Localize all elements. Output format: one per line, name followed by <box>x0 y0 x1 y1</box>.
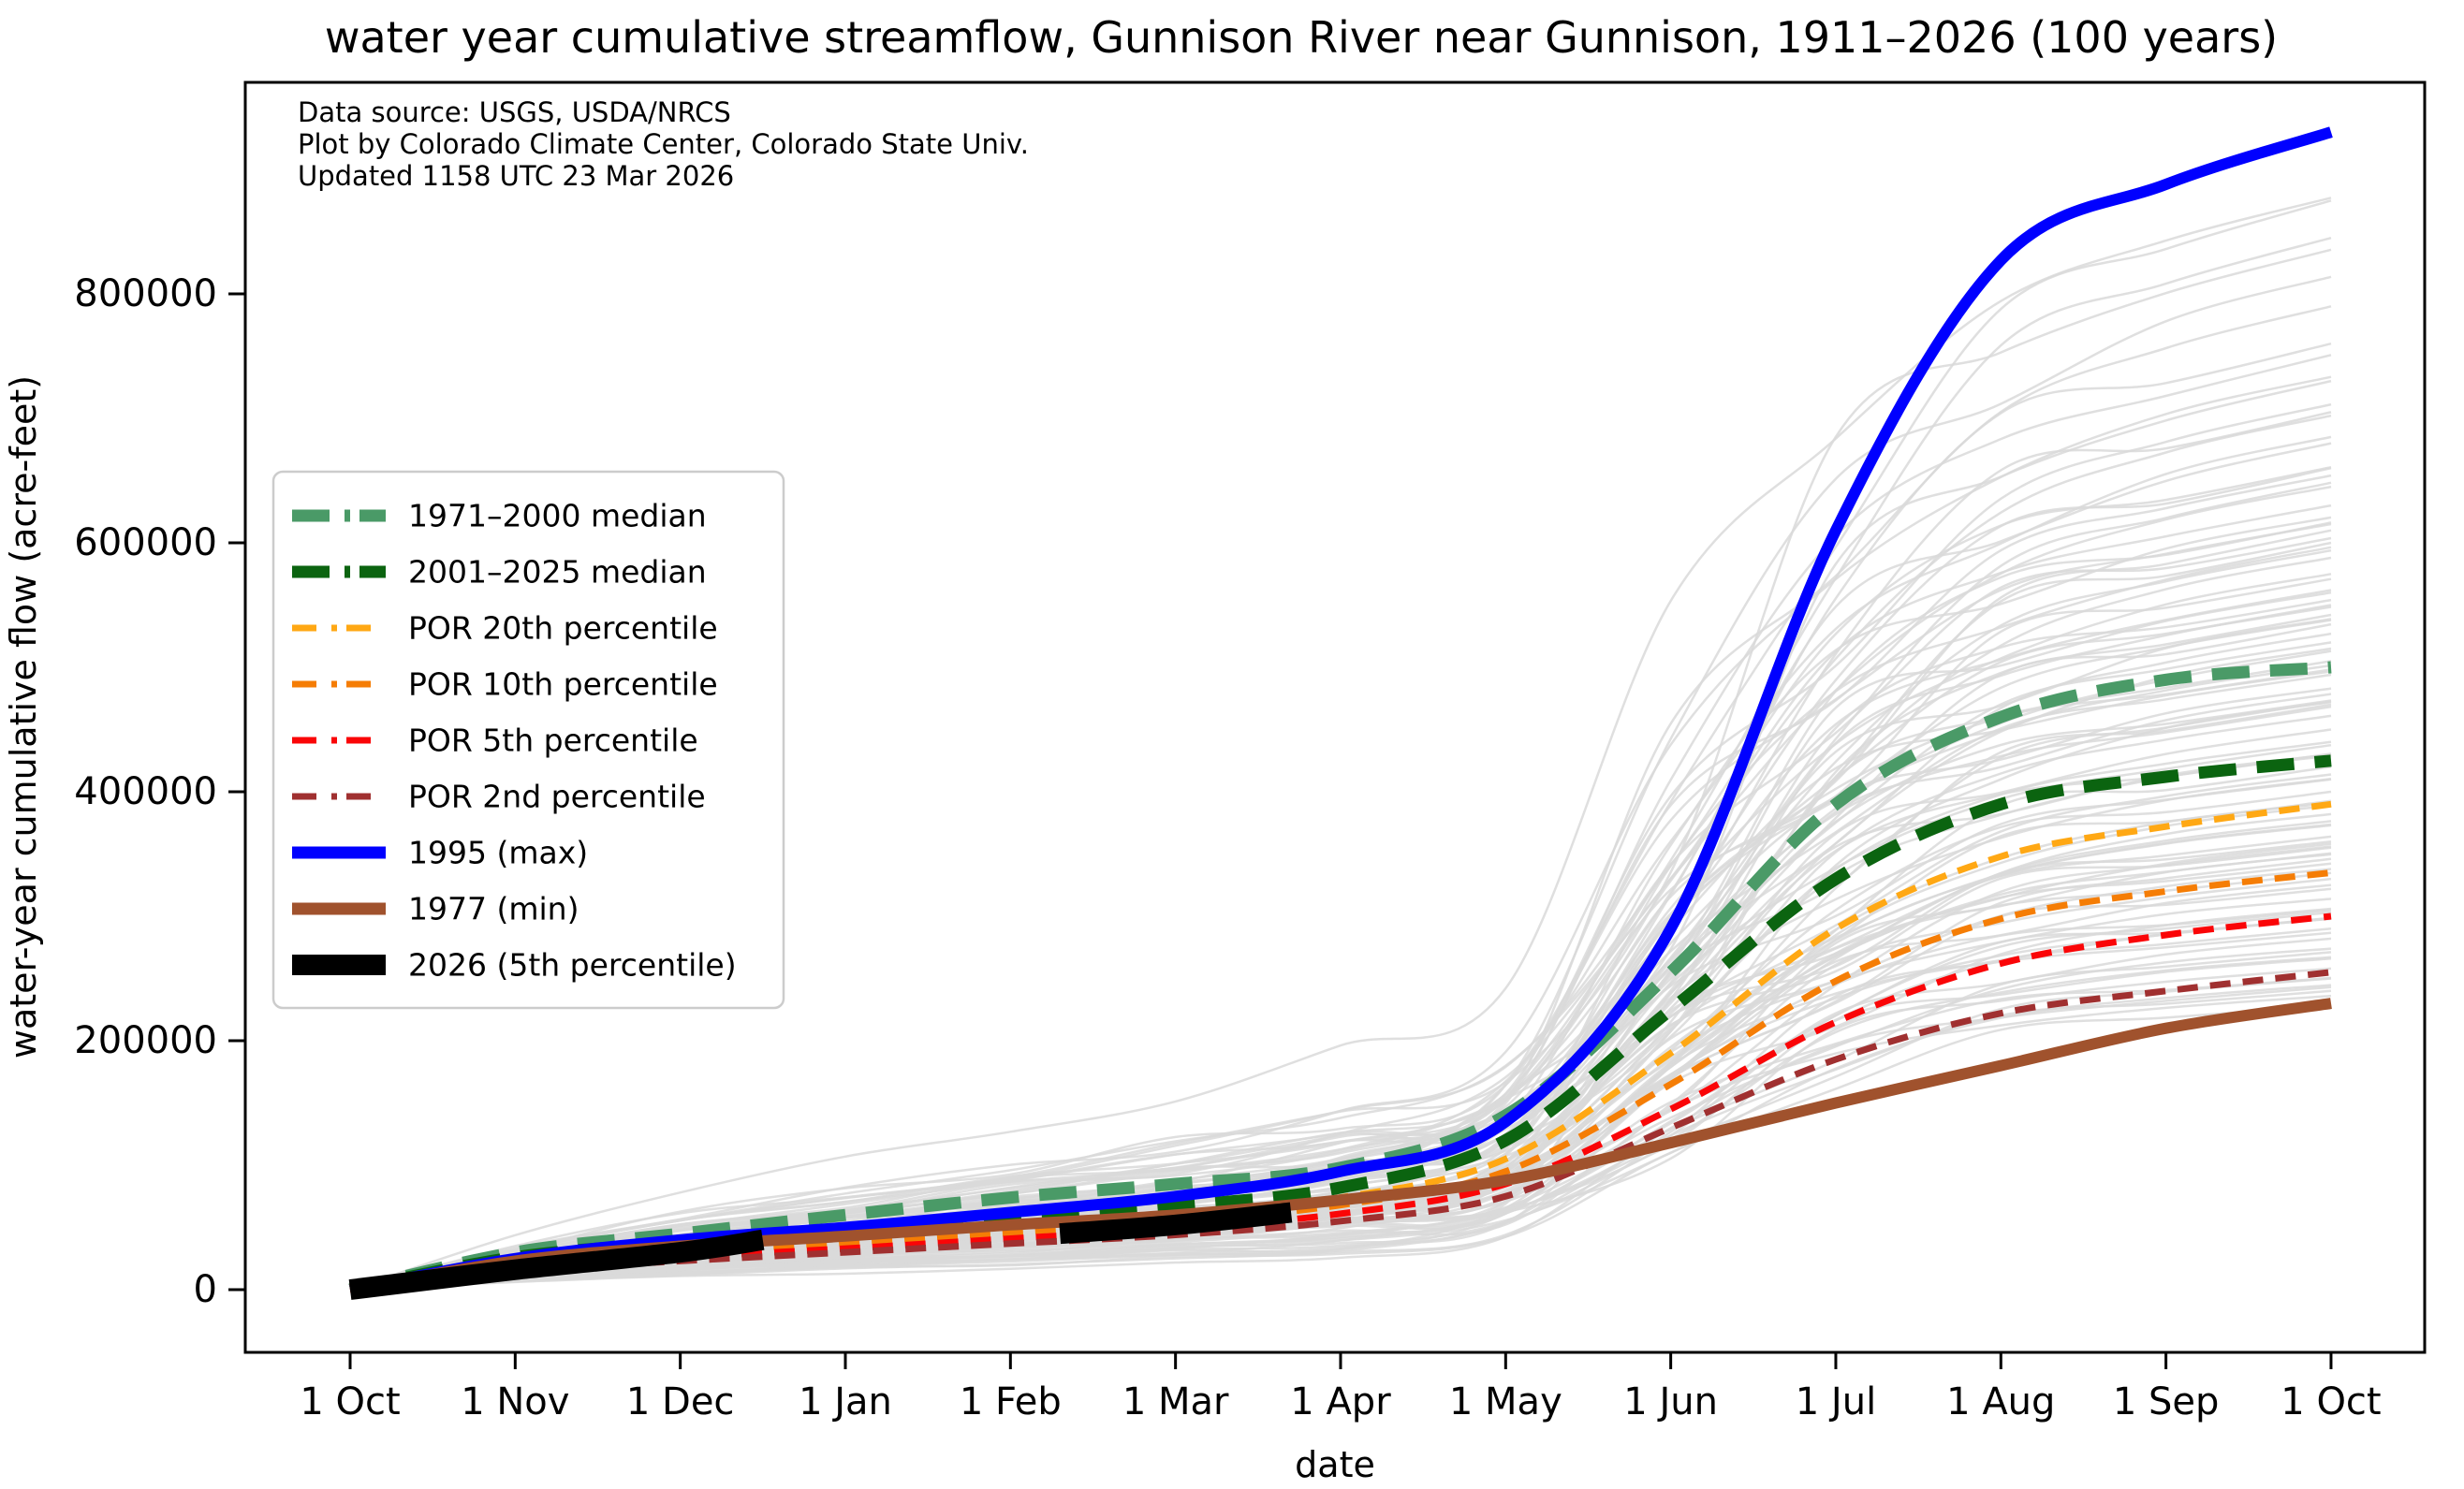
y-tick-label: 0 <box>194 1268 217 1311</box>
annotation-block: Data source: USGS, USDA/NRCS Plot by Col… <box>298 96 1029 192</box>
y-tick-label: 400000 <box>74 770 217 813</box>
background-year-line <box>349 474 2332 1292</box>
chart-title: water year cumulative streamflow, Gunnis… <box>325 12 2278 63</box>
x-tick-label: 1 May <box>1449 1380 1562 1423</box>
x-tick-label: 1 Nov <box>461 1380 569 1423</box>
legend-label-por-20th: POR 20th percentile <box>408 610 718 647</box>
x-tick-label: 1 Jun <box>1623 1380 1718 1423</box>
background-year-line <box>349 1003 2332 1292</box>
background-year-line <box>349 984 2332 1292</box>
series-line-1995-max- <box>348 126 2333 1295</box>
series-line-2026-segment <box>348 1229 765 1300</box>
legend: 1971–2000 median 2001–2025 median POR 20… <box>271 470 785 1010</box>
background-year-line <box>349 606 2332 1292</box>
legend-label-por-2nd: POR 2nd percentile <box>408 779 706 815</box>
x-tick-label: 1 Oct <box>2281 1380 2381 1423</box>
annotation-line-3: Updated 1158 UTC 23 Mar 2026 <box>298 160 734 192</box>
y-tick-label: 800000 <box>74 272 217 315</box>
background-year-line <box>349 598 2332 1292</box>
annotation-line-1: Data source: USGS, USDA/NRCS <box>298 96 731 128</box>
axes-border <box>243 80 2427 1354</box>
legend-box <box>271 470 785 1010</box>
legend-label-por-5th: POR 5th percentile <box>408 723 698 759</box>
x-tick-label: 1 Oct <box>300 1380 400 1423</box>
y-tick-label: 600000 <box>74 521 217 564</box>
y-axis-label: water-year cumulative flow (acre-feet) <box>3 375 44 1058</box>
annotation-line-2: Plot by Colorado Climate Center, Colorad… <box>298 128 1029 160</box>
legend-label-1977-min: 1977 (min) <box>408 891 579 927</box>
background-year-line <box>349 248 2332 1292</box>
x-tick-label: 1 Apr <box>1290 1380 1391 1423</box>
x-tick-label: 1 Dec <box>626 1380 735 1423</box>
x-tick-label: 1 Mar <box>1122 1380 1229 1423</box>
series-line-2001-2025-median <box>348 754 2332 1296</box>
x-tick-label: 1 Jan <box>799 1380 892 1423</box>
legend-label-2026: 2026 (5th percentile) <box>408 947 737 984</box>
legend-label-1971-2000-median: 1971–2000 median <box>408 498 707 534</box>
legend-label-por-10th: POR 10th percentile <box>408 666 718 703</box>
legend-label-1995-max: 1995 (max) <box>408 835 588 871</box>
x-axis-label: date <box>1295 1444 1375 1485</box>
x-tick-label: 1 Feb <box>960 1380 1062 1423</box>
y-tick-label: 200000 <box>74 1019 217 1062</box>
background-year-line <box>349 700 2332 1292</box>
background-year-line <box>349 197 2332 1292</box>
background-year-line <box>349 522 2332 1292</box>
legend-label-2001-2025-median: 2001–2025 median <box>408 554 707 591</box>
series-line-2026-segment <box>1059 1202 1293 1245</box>
x-tick-label: 1 Aug <box>1946 1380 2055 1423</box>
plot-area: 1 Oct 1 Nov 1 Dec 1 Jan 1 Feb 1 Mar 1 Apr 1 May… <box>74 126 2382 1423</box>
x-tick-label: 1 Sep <box>2113 1380 2220 1423</box>
x-tick-label: 1 Jul <box>1796 1380 1876 1423</box>
